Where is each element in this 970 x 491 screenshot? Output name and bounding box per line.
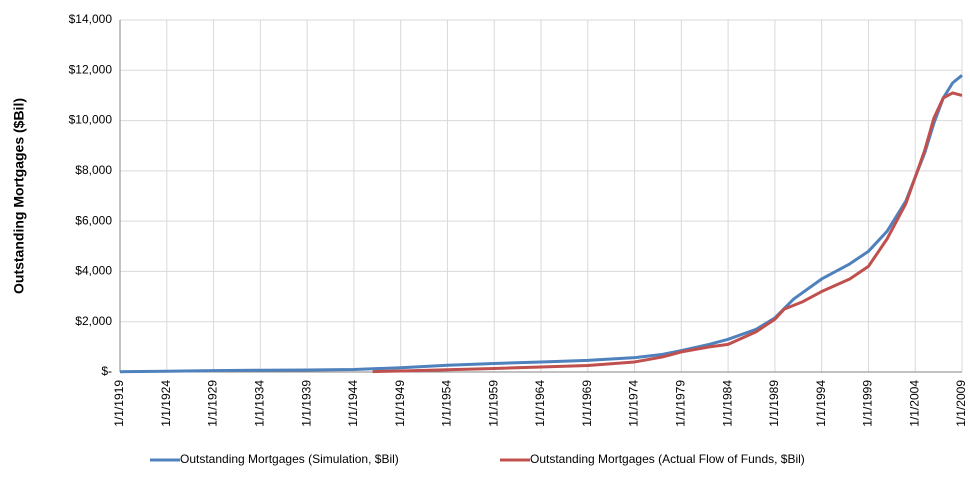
- x-tick-label: 1/1/1974: [627, 380, 641, 427]
- x-tick-label: 1/1/1984: [720, 380, 734, 427]
- legend-label: Outstanding Mortgages (Simulation, $Bil): [180, 452, 399, 466]
- x-tick-label: 1/1/1929: [206, 380, 220, 427]
- x-tick-label: 1/1/2004: [907, 380, 921, 427]
- x-tick-label: 1/1/2009: [954, 380, 968, 427]
- x-tick-label: 1/1/1944: [346, 380, 360, 427]
- x-tick-label: 1/1/1949: [393, 380, 407, 427]
- x-tick-label: 1/1/1954: [440, 380, 454, 427]
- x-tick-label: 1/1/1924: [159, 380, 173, 427]
- x-tick-label: 1/1/1939: [299, 380, 313, 427]
- x-tick-label: 1/1/1959: [486, 380, 500, 427]
- y-tick-label: $12,000: [69, 62, 113, 76]
- x-tick-label: 1/1/1989: [767, 380, 781, 427]
- y-tick-label: $8,000: [75, 163, 112, 177]
- x-tick-label: 1/1/1979: [674, 380, 688, 427]
- y-tick-label: $4,000: [75, 264, 112, 278]
- x-tick-label: 1/1/1994: [814, 380, 828, 427]
- y-tick-label: $6,000: [75, 213, 112, 227]
- x-tick-label: 1/1/1964: [533, 380, 547, 427]
- x-tick-label: 1/1/1919: [112, 380, 126, 427]
- series-line: [372, 91, 963, 374]
- y-tick-label: $14,000: [69, 12, 113, 26]
- y-tick-label: $-: [101, 364, 112, 378]
- legend-label: Outstanding Mortgages (Actual Flow of Fu…: [530, 452, 805, 466]
- x-tick-label: 1/1/1969: [580, 380, 594, 427]
- y-axis-label: Outstanding Mortgages ($Bil): [11, 98, 27, 294]
- y-tick-label: $10,000: [69, 113, 113, 127]
- y-tick-label: $2,000: [75, 314, 112, 328]
- x-tick-label: 1/1/1934: [253, 380, 267, 427]
- x-tick-label: 1/1/1999: [861, 380, 875, 427]
